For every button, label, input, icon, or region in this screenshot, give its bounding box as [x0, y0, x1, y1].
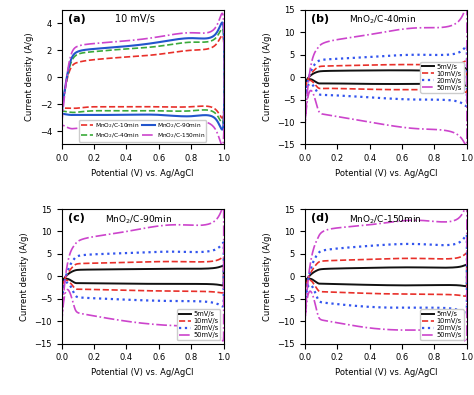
X-axis label: Potential (V) vs. Ag/AgCl: Potential (V) vs. Ag/AgCl	[91, 368, 194, 377]
X-axis label: Potential (V) vs. Ag/AgCl: Potential (V) vs. Ag/AgCl	[91, 169, 194, 178]
X-axis label: Potential (V) vs. Ag/AgCl: Potential (V) vs. Ag/AgCl	[335, 169, 437, 178]
Legend: 5mV/s, 10mV/s, 20mV/s, 50mV/s: 5mV/s, 10mV/s, 20mV/s, 50mV/s	[177, 309, 220, 340]
Legend: 5mV/s, 10mV/s, 20mV/s, 50mV/s: 5mV/s, 10mV/s, 20mV/s, 50mV/s	[420, 62, 464, 93]
X-axis label: Potential (V) vs. Ag/AgCl: Potential (V) vs. Ag/AgCl	[335, 368, 437, 377]
Text: (d): (d)	[311, 213, 329, 223]
Legend: 5mV/s, 10mV/s, 20mV/s, 50mV/s: 5mV/s, 10mV/s, 20mV/s, 50mV/s	[420, 309, 464, 340]
Text: 10 mV/s: 10 mV/s	[115, 14, 155, 24]
Text: MnO$_2$/C-90min: MnO$_2$/C-90min	[105, 213, 173, 226]
Text: MnO$_2$/C-40min: MnO$_2$/C-40min	[348, 14, 416, 26]
Y-axis label: Current density (A/g): Current density (A/g)	[263, 33, 272, 122]
Text: (b): (b)	[311, 14, 329, 24]
Text: (a): (a)	[68, 14, 86, 24]
Text: MnO$_2$/C-150min: MnO$_2$/C-150min	[348, 213, 421, 226]
Y-axis label: Current density (A/g): Current density (A/g)	[20, 232, 29, 321]
Legend: MnO$_2$/C-10min, MnO$_2$/C-40min, MnO$_2$/C-90min, MnO$_2$/C-150min: MnO$_2$/C-10min, MnO$_2$/C-40min, MnO$_2…	[79, 120, 207, 141]
Y-axis label: Current density (A/g): Current density (A/g)	[25, 33, 34, 122]
Text: (c): (c)	[68, 213, 85, 223]
Y-axis label: Current density (A/g): Current density (A/g)	[263, 232, 272, 321]
